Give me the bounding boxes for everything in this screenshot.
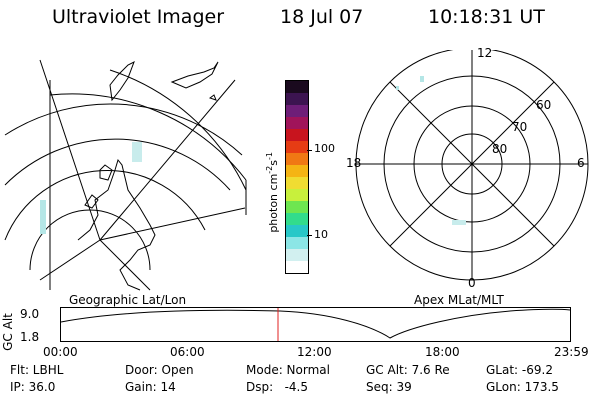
dsp-info: Dsp: -4.5 xyxy=(246,380,309,394)
mlt-label-12: 12 xyxy=(477,46,493,60)
seq-info: Seq: 39 xyxy=(366,380,412,394)
x-tick-0: 00:00 xyxy=(43,345,78,359)
coastline xyxy=(208,94,217,101)
meridian xyxy=(99,207,246,241)
x-tick-3: 18:00 xyxy=(425,345,460,359)
meridian xyxy=(39,239,101,281)
alt-ylabel: GC Alt xyxy=(1,313,15,351)
app-title: Ultraviolet Imager xyxy=(52,6,225,28)
date-label: 18 Jul 07 xyxy=(280,6,364,28)
colorbar-segment xyxy=(286,177,308,189)
colorbar-segment xyxy=(286,117,308,129)
colorbar-segment xyxy=(286,165,308,177)
flt-info: Flt: LBHL xyxy=(10,363,64,377)
aurora-patch xyxy=(40,200,46,234)
coastline xyxy=(84,194,99,209)
colorbar-segment xyxy=(286,93,308,105)
aurora-patch xyxy=(396,86,399,90)
colorbar-segment xyxy=(286,153,308,165)
alt-plot-frame xyxy=(60,307,571,342)
mlat-label-80: 80 xyxy=(492,142,508,156)
colorbar-segment xyxy=(286,261,308,273)
colorbar-segment xyxy=(286,129,308,141)
geographic-caption: Geographic Lat/Lon xyxy=(69,293,187,307)
colorbar-segment xyxy=(286,213,308,225)
mlt-line xyxy=(389,81,555,247)
ip-info: IP: 36.0 xyxy=(10,380,56,394)
lat-arc xyxy=(4,103,243,156)
colorbar-segment xyxy=(286,249,308,261)
lat-arc xyxy=(4,138,231,191)
mlt-label-0: 0 xyxy=(468,276,476,290)
polar-map xyxy=(355,50,589,281)
coastline xyxy=(170,61,219,89)
coastline xyxy=(109,60,135,102)
lat-arc xyxy=(109,69,247,191)
colorbar-segment xyxy=(286,189,308,201)
colorbar-label: photon cm-2s-1 xyxy=(265,152,280,233)
lat-arc xyxy=(29,209,151,271)
colorbar-segment xyxy=(286,105,308,117)
x-tick-4: 23:59 xyxy=(554,345,589,359)
x-tick-1: 06:00 xyxy=(170,345,205,359)
colorbar-segment xyxy=(286,141,308,153)
colorbar-segment xyxy=(286,81,308,93)
coastline xyxy=(99,164,113,181)
altitude-plot xyxy=(60,307,571,342)
colorbar-segment xyxy=(286,237,308,249)
geographic-map xyxy=(4,59,247,291)
glat-info: GLat: -69.2 xyxy=(486,363,553,377)
door-info: Door: Open xyxy=(125,363,194,377)
meridian xyxy=(99,79,236,241)
time-label: 10:18:31 UT xyxy=(428,6,545,28)
mode-info: Mode: Normal xyxy=(246,363,330,377)
mlt-label-18: 18 xyxy=(346,156,362,170)
colorbar-tick-10: 10 xyxy=(314,228,328,241)
alt-y-bot: 1.8 xyxy=(20,330,40,344)
apex-caption: Apex MLat/MLT xyxy=(414,293,504,307)
colorbar xyxy=(285,80,309,274)
glon-info: GLon: 173.5 xyxy=(486,380,559,394)
altitude-curve xyxy=(60,308,571,339)
coastline xyxy=(77,158,156,291)
mlat-label-70: 70 xyxy=(512,120,528,134)
gain-info: Gain: 14 xyxy=(125,380,176,394)
aurora-patch xyxy=(420,76,424,82)
colorbar-segment xyxy=(286,225,308,237)
aurora-patch xyxy=(132,142,142,162)
lat-arc xyxy=(4,170,206,241)
colorbar-segment xyxy=(286,201,308,213)
lat-arc xyxy=(49,93,247,181)
colorbar-tick-100: 100 xyxy=(314,142,335,155)
alt-y-top: 9.0 xyxy=(20,307,40,321)
x-tick-2: 12:00 xyxy=(297,345,332,359)
mlat-label-60: 60 xyxy=(536,98,552,112)
aurora-patch xyxy=(452,220,466,225)
gc-alt-info: GC Alt: 7.6 Re xyxy=(366,363,450,377)
mlt-label-6: 6 xyxy=(577,156,585,170)
